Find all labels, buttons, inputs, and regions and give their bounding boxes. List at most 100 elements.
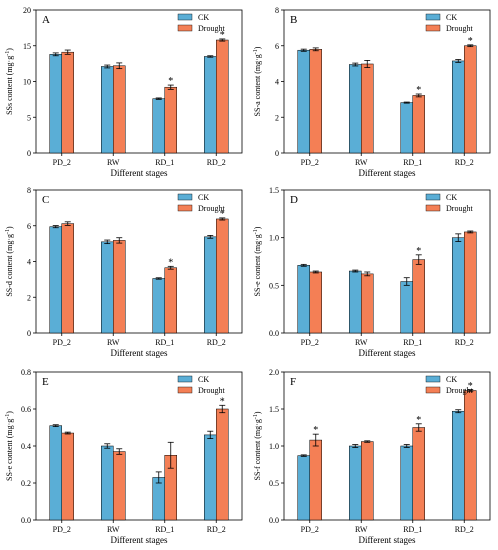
x-tick-label: PD_2 — [301, 525, 319, 534]
bar-drought — [216, 39, 229, 154]
bar-drought — [464, 45, 477, 154]
y-axis-title-sup: -1 — [5, 229, 11, 234]
legend-swatch-drought — [425, 204, 441, 212]
bar-ck — [101, 241, 114, 334]
x-tick-label: PD_2 — [301, 158, 319, 167]
bar-ck — [400, 281, 413, 334]
y-tick-label: 1.0 — [269, 442, 279, 451]
bar-ck — [204, 236, 217, 334]
bar-ck — [49, 54, 62, 154]
bar-ck — [349, 270, 362, 334]
significance-star: * — [468, 36, 473, 47]
significance-star: * — [416, 415, 421, 426]
x-tick-label: RD_1 — [155, 338, 174, 347]
bar-drought — [412, 259, 425, 334]
y-tick-label: 0.5 — [269, 479, 279, 488]
y-tick-label: 2 — [275, 113, 279, 122]
y-tick-label: 0.5 — [269, 281, 279, 290]
panel-letter: C — [42, 194, 49, 206]
y-axis-title-end: ) — [253, 226, 262, 229]
y-tick-label: 6 — [275, 42, 279, 51]
bar-drought — [113, 65, 126, 154]
x-tick-label: RD_2 — [455, 338, 474, 347]
bar-drought — [216, 408, 229, 521]
x-tick-label: RD_1 — [403, 338, 422, 347]
legend-swatch-ck — [177, 375, 193, 383]
chart-panel-a: 0 5 10 15 20 PD_2 RW RD_1 * RD_2 * A CK Drought Differ… — [5, 6, 243, 178]
x-axis-title: Different stages — [110, 535, 168, 545]
significance-star: * — [468, 381, 473, 392]
y-tick-label: 0.8 — [21, 368, 31, 377]
bar-ck — [297, 455, 310, 521]
legend-swatch-ck — [177, 13, 193, 21]
y-axis-title-sup: -1 — [253, 229, 259, 234]
y-tick-label: 0.4 — [21, 442, 31, 451]
bar-ck — [297, 49, 310, 154]
x-tick-label: RW — [355, 525, 368, 534]
bar-ck — [349, 445, 362, 521]
legend-label-drought: Drought — [198, 204, 225, 213]
y-tick-label: 1.0 — [269, 234, 279, 243]
legend-label-ck: CK — [198, 375, 209, 384]
bar-drought — [361, 63, 374, 154]
bar-ck — [49, 425, 62, 521]
y-axis-title-main: SS-d content (mg·g — [5, 234, 14, 297]
y-axis-title-sup: -1 — [5, 51, 11, 56]
bar-drought — [61, 223, 74, 334]
y-axis-title: SS-a content (mg·g-1) — [253, 46, 262, 116]
significance-star: * — [416, 85, 421, 96]
bar-ck — [49, 226, 62, 334]
legend-swatch-ck — [425, 13, 441, 21]
x-tick-label: RD_2 — [207, 525, 226, 534]
x-axis-title: Different stages — [358, 168, 416, 178]
bar-ck — [101, 66, 114, 154]
x-tick-label: RD_1 — [155, 158, 174, 167]
y-axis-title-sup: -1 — [253, 414, 259, 419]
x-tick-label: PD_2 — [301, 338, 319, 347]
y-axis-title-main: SS-e content (mg·g — [5, 419, 14, 481]
legend-label-ck: CK — [446, 375, 457, 384]
y-tick-label: 0 — [27, 149, 31, 158]
bar-ck — [204, 434, 217, 521]
legend-swatch-drought — [425, 386, 441, 394]
y-tick-label: 20 — [23, 6, 31, 15]
chart-panel-f: 0.0 0.5 1.0 1.5 2.0 PD_2 * RW RD_1 * RD_2 * F CK Droug… — [253, 368, 491, 545]
y-axis-title: SS-e content (mg·g-1) — [253, 226, 262, 296]
bar-ck — [101, 445, 114, 521]
y-axis-title: SS-d content (mg·g-1) — [5, 226, 14, 297]
y-tick-label: 1.5 — [269, 186, 279, 195]
x-tick-label: RD_1 — [403, 525, 422, 534]
bar-drought — [164, 86, 177, 154]
chart-panel-d: 0.0 0.5 1.0 1.5 PD_2 RW RD_1 * RD_2 D CK Drought Dif… — [253, 186, 491, 358]
bar-ck — [452, 237, 465, 334]
y-axis-title-main: SSs content (mg·g — [5, 56, 14, 115]
bar-ck — [452, 410, 465, 521]
y-axis-title-end: ) — [5, 226, 14, 229]
x-tick-label: RW — [355, 338, 368, 347]
y-axis-title-main: SS-a content (mg·g — [253, 54, 262, 116]
bar-drought — [216, 218, 229, 334]
y-tick-label: 0.6 — [21, 405, 31, 414]
y-tick-label: 2 — [27, 293, 31, 302]
bar-drought — [61, 432, 74, 521]
bar-ck — [297, 265, 310, 334]
legend-label-drought: Drought — [446, 204, 473, 213]
y-tick-label: 0 — [27, 329, 31, 338]
bar-ck — [452, 60, 465, 154]
significance-star: * — [220, 396, 225, 407]
legend-label-ck: CK — [446, 193, 457, 202]
bar-ck — [152, 98, 165, 154]
panel-letter: D — [290, 194, 298, 206]
x-tick-label: RW — [107, 338, 120, 347]
bar-drought — [113, 240, 126, 334]
bar-drought — [113, 451, 126, 521]
significance-star: * — [168, 257, 173, 268]
x-tick-label: RW — [107, 525, 120, 534]
x-tick-label: RW — [107, 158, 120, 167]
legend-label-drought: Drought — [446, 24, 473, 33]
legend-label-drought: Drought — [198, 24, 225, 33]
y-tick-label: 4 — [27, 258, 31, 267]
y-tick-label: 0.0 — [269, 516, 279, 525]
bar-ck — [400, 445, 413, 521]
y-axis-title-main: SS-e content (mg·g — [253, 234, 262, 296]
